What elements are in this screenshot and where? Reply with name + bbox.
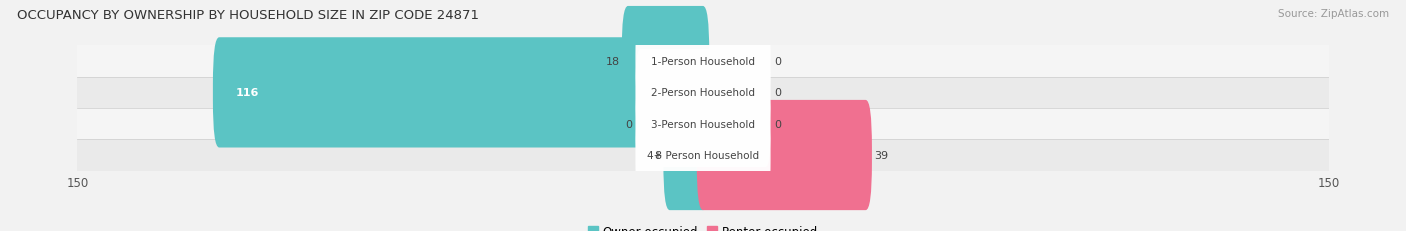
Text: 2-Person Household: 2-Person Household	[651, 88, 755, 98]
FancyBboxPatch shape	[73, 46, 1333, 77]
Text: 1-Person Household: 1-Person Household	[651, 57, 755, 67]
Legend: Owner-occupied, Renter-occupied: Owner-occupied, Renter-occupied	[583, 220, 823, 231]
Text: 8: 8	[654, 150, 661, 160]
FancyBboxPatch shape	[636, 112, 770, 198]
Text: 3-Person Household: 3-Person Household	[651, 119, 755, 129]
FancyBboxPatch shape	[697, 100, 872, 210]
FancyBboxPatch shape	[212, 38, 709, 148]
Text: 0: 0	[773, 119, 780, 129]
Text: OCCUPANCY BY OWNERSHIP BY HOUSEHOLD SIZE IN ZIP CODE 24871: OCCUPANCY BY OWNERSHIP BY HOUSEHOLD SIZE…	[17, 9, 479, 22]
FancyBboxPatch shape	[636, 19, 770, 105]
FancyBboxPatch shape	[73, 77, 1333, 109]
FancyBboxPatch shape	[636, 81, 770, 167]
Text: 39: 39	[875, 150, 889, 160]
Text: 0: 0	[773, 57, 780, 67]
FancyBboxPatch shape	[621, 7, 709, 117]
Text: 116: 116	[236, 88, 259, 98]
Text: 0: 0	[626, 119, 633, 129]
Text: 18: 18	[606, 57, 620, 67]
FancyBboxPatch shape	[73, 140, 1333, 171]
FancyBboxPatch shape	[636, 50, 770, 136]
FancyBboxPatch shape	[664, 100, 709, 210]
FancyBboxPatch shape	[73, 109, 1333, 140]
Text: 4+ Person Household: 4+ Person Household	[647, 150, 759, 160]
Text: Source: ZipAtlas.com: Source: ZipAtlas.com	[1278, 9, 1389, 19]
Text: 0: 0	[773, 88, 780, 98]
